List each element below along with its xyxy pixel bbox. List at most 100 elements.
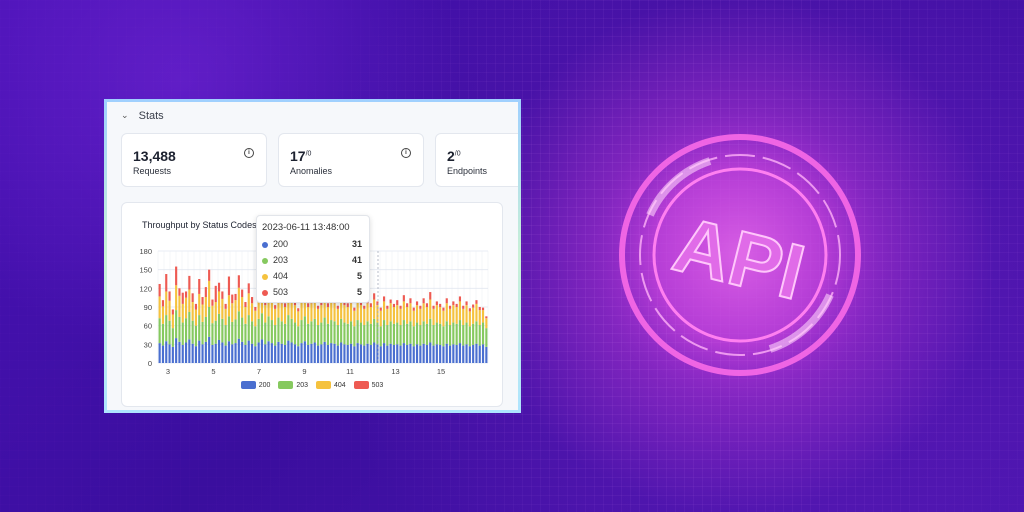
bar-segment-404	[419, 308, 422, 326]
bar-segment-200	[234, 343, 237, 363]
bar-segment-203	[373, 318, 376, 343]
bar-segment-404	[188, 289, 191, 312]
bar-segment-200	[399, 345, 402, 363]
bar-segment-503	[429, 292, 432, 300]
bar-segment-404	[231, 303, 234, 322]
bar-segment-404	[366, 303, 369, 322]
bar-segment-404	[293, 305, 297, 323]
legend-item-404[interactable]: 404	[315, 381, 346, 389]
y-tick-label: 180	[139, 247, 152, 256]
bar-segment-404	[244, 307, 247, 324]
bar-segment-200	[208, 336, 211, 363]
bar-segment-200	[429, 342, 432, 363]
bar-segment-200	[204, 341, 207, 363]
bar-segment-503	[188, 275, 191, 290]
bar-segment-404	[336, 308, 339, 326]
bar-segment-203	[468, 326, 471, 347]
bar-segment-203	[290, 318, 293, 343]
bar-segment-404	[221, 298, 224, 319]
info-icon[interactable]: i	[244, 148, 254, 158]
bar-segment-503	[250, 297, 254, 304]
bar-segment-203	[211, 323, 214, 345]
legend-item-503[interactable]: 503	[353, 381, 383, 389]
bar-segment-203	[323, 317, 326, 342]
bar-segment-200	[330, 343, 333, 363]
bar-segment-203	[439, 323, 442, 345]
bar-segment-404	[277, 297, 280, 318]
bar-segment-203	[168, 320, 171, 345]
bar-segment-404	[191, 302, 194, 321]
bar-segment-404	[333, 303, 336, 322]
bar-segment-503	[316, 305, 320, 309]
bar-segment-203	[313, 318, 316, 343]
bar-segment-200	[386, 345, 389, 363]
bar-segment-404	[247, 293, 250, 316]
chevron-down-icon: ⌄	[121, 110, 129, 120]
bar-segment-203	[201, 321, 204, 345]
bar-segment-203	[485, 328, 488, 347]
bar-segment-404	[458, 301, 462, 321]
bar-segment-200	[406, 344, 409, 363]
bar-segment-503	[462, 305, 465, 309]
bar-segment-404	[389, 303, 392, 322]
bar-segment-200	[439, 344, 442, 363]
bar-segment-203	[191, 320, 194, 344]
bar-segment-200	[274, 345, 277, 363]
info-icon[interactable]: i	[401, 148, 411, 158]
emblem-outer-ring	[619, 134, 861, 376]
bar-segment-203	[227, 316, 231, 342]
bar-segment-203	[382, 320, 386, 344]
y-tick-label: 120	[139, 284, 152, 293]
bar-segment-200	[458, 343, 462, 363]
bar-segment-203	[389, 321, 392, 344]
bar-segment-200	[267, 341, 270, 363]
legend-item-203[interactable]: 203	[278, 381, 308, 389]
bar-segment-404	[165, 291, 168, 316]
bar-segment-200	[241, 341, 244, 363]
bar-segment-203	[208, 307, 211, 337]
stat-value: 13,488	[133, 148, 176, 164]
bar-segment-203	[264, 322, 267, 345]
bar-segment-404	[425, 307, 429, 324]
bar-segment-203	[409, 321, 412, 344]
bar-segment-503	[455, 303, 458, 307]
bar-segment-404	[323, 297, 326, 318]
bar-segment-503	[363, 305, 366, 309]
bar-segment-404	[208, 280, 211, 307]
bar-segment-200	[191, 343, 194, 363]
bar-segment-503	[419, 305, 422, 309]
bar-segment-203	[379, 326, 382, 347]
bar-segment-200	[316, 345, 320, 363]
stats-section-toggle[interactable]: ⌄ Stats	[121, 110, 164, 122]
bar-segment-404	[462, 308, 465, 326]
bar-segment-404	[297, 311, 300, 327]
bar-segment-200	[373, 342, 376, 363]
bar-segment-203	[303, 316, 306, 342]
x-tick-label: 3	[166, 367, 170, 376]
bar-segment-404	[300, 301, 303, 321]
bar-segment-203	[402, 320, 405, 344]
bar-segment-200	[250, 343, 254, 363]
bar-segment-203	[333, 321, 336, 344]
bar-segment-203	[158, 318, 161, 344]
bar-segment-203	[320, 322, 323, 345]
bar-segment-404	[475, 303, 478, 322]
bar-segment-503	[165, 274, 168, 292]
bar-segment-503	[445, 298, 448, 304]
bar-segment-404	[168, 300, 171, 321]
bar-segment-503	[307, 303, 310, 307]
chart-legend: 200 203 404 503	[122, 381, 502, 389]
bar-segment-503	[485, 316, 488, 319]
bar-segment-404	[382, 301, 386, 321]
bar-segment-203	[396, 322, 399, 345]
legend-item-200[interactable]: 200	[240, 381, 270, 389]
bar-segment-503	[158, 283, 161, 297]
bar-segment-503	[373, 293, 376, 300]
bar-segment-203	[297, 326, 300, 347]
tooltip-row: 503 5	[262, 287, 362, 299]
bar-segment-404	[198, 293, 201, 316]
bar-segment-203	[161, 323, 165, 346]
bar-segment-203	[415, 322, 419, 345]
bar-segment-503	[376, 301, 379, 306]
bar-segment-503	[208, 269, 211, 281]
